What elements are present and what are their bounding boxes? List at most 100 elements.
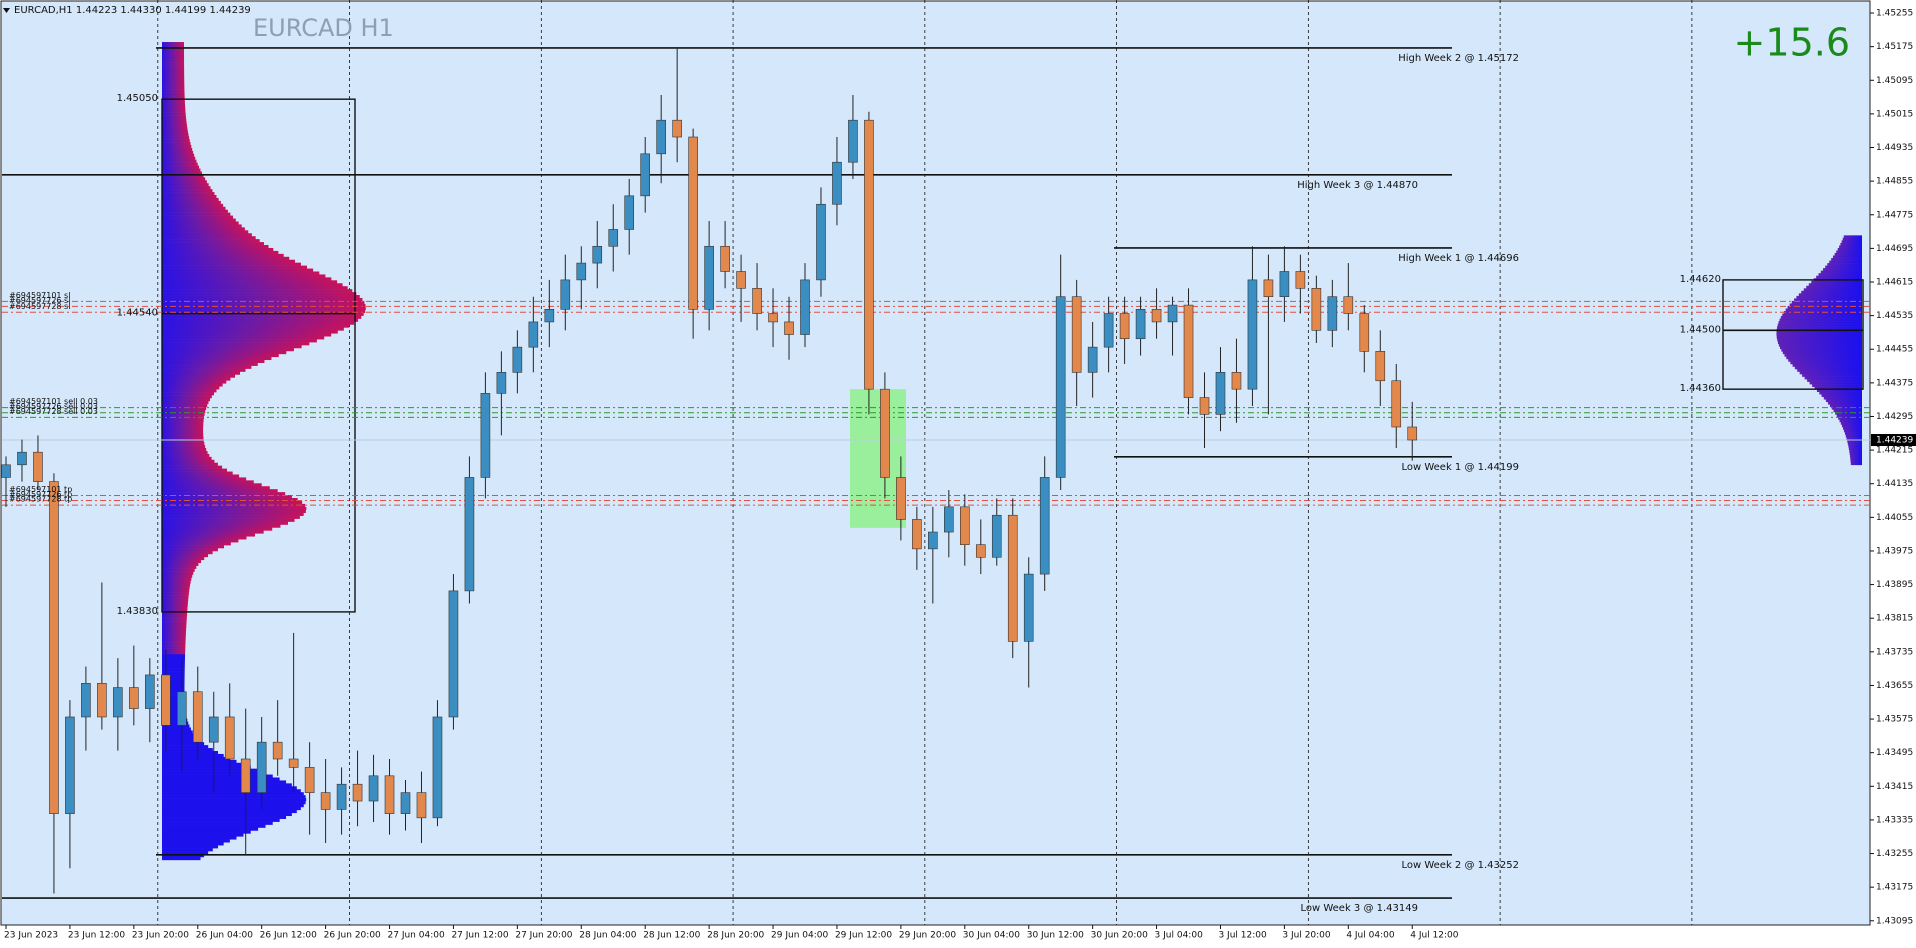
volume-profile-row	[162, 124, 188, 128]
candle-body	[512, 346, 523, 373]
order-label: #694597101 sell 0.03	[9, 397, 98, 406]
week-level-label: High Week 2 @ 1.45172	[1398, 53, 1519, 64]
volume-profile-row	[162, 777, 280, 781]
marks-layer	[1, 47, 1870, 899]
volume-profile-row	[162, 359, 265, 363]
volume-profile-row	[162, 795, 306, 799]
candle-body	[720, 245, 730, 272]
value-area-label: 1.44540	[117, 308, 158, 319]
current-price-label: 1.44239	[1876, 436, 1913, 446]
candle-body	[432, 716, 443, 819]
volume-profile-row	[162, 706, 186, 711]
volume-profile-row	[162, 459, 215, 464]
volume-profile-row	[1812, 384, 1862, 387]
volume-profile-row	[1808, 283, 1862, 287]
candle-body	[784, 321, 794, 335]
candle-body	[81, 683, 91, 718]
volume-profile-row	[162, 253, 284, 258]
volume-profile-row	[1839, 419, 1862, 423]
volume-profile-row	[162, 798, 307, 802]
week-level-label: High Week 3 @ 1.44870	[1297, 180, 1418, 191]
volume-profile-row	[162, 56, 185, 60]
candle-body	[752, 288, 762, 314]
volume-profile-row	[162, 762, 244, 767]
volume-profile-row	[1782, 351, 1862, 355]
candle-body	[912, 519, 922, 550]
order-label: #694597726 sell 0.03	[9, 402, 98, 411]
candle-body	[224, 716, 235, 760]
volume-profile-row	[162, 133, 189, 137]
volume-profile-row	[162, 233, 252, 237]
chart-title: EURCAD H1	[253, 14, 394, 42]
volume-profile-row	[162, 127, 188, 131]
candle-body	[1183, 304, 1194, 398]
volume-profile-row	[1814, 386, 1862, 390]
volume-profile-row	[162, 689, 185, 693]
volume-profile-row	[162, 809, 297, 814]
y-tick-label: 1.43815	[1876, 614, 1913, 624]
volume-profile-row	[1837, 247, 1862, 251]
volume-profile-row	[1848, 447, 1862, 450]
volume-profile-row	[1819, 391, 1862, 395]
x-tick-label: 26 Jun 04:00	[196, 931, 253, 941]
volume-profile-row	[1804, 376, 1862, 380]
y-tick-label: 1.45175	[1876, 42, 1913, 52]
volume-profile-row	[162, 297, 363, 302]
volume-profile-row	[1787, 305, 1862, 309]
volume-profile-row	[162, 109, 186, 113]
candle-body	[1375, 351, 1386, 382]
volume-profile-row	[162, 748, 213, 752]
candle-body	[592, 245, 603, 264]
volume-profile-row	[1796, 295, 1862, 299]
volume-profile-row	[1820, 270, 1862, 274]
candle-body	[1087, 346, 1098, 373]
volume-profile-row	[162, 550, 213, 555]
candle-body	[1135, 309, 1146, 340]
volume-profile-row	[1776, 331, 1862, 334]
candle-body	[464, 477, 475, 592]
candle-body	[1263, 279, 1274, 298]
volume-profile-row	[162, 642, 186, 646]
candle-body	[656, 119, 666, 155]
volume-profile-row	[162, 483, 262, 487]
volume-profile-row	[162, 509, 306, 514]
volume-profile-row	[1844, 429, 1862, 433]
volume-profile-row	[1850, 459, 1862, 463]
order-label: #694597101 tp	[9, 485, 72, 494]
candle-body	[496, 372, 507, 394]
volume-profile-row	[1777, 341, 1862, 345]
volume-profile-row	[162, 636, 186, 640]
volume-profile-row	[1790, 361, 1862, 365]
candle-body	[1327, 296, 1338, 331]
volume-profile-row	[162, 427, 204, 431]
volume-profile-row	[162, 197, 219, 202]
volume-profile-row	[162, 430, 204, 434]
volume-profile-row	[162, 650, 186, 655]
volume-profile-row	[162, 68, 185, 72]
value-area-label: 1.44360	[1680, 383, 1721, 394]
volume-profile-row	[162, 759, 237, 764]
volume-profile-row	[162, 209, 228, 213]
volume-profile-row	[1831, 258, 1862, 261]
volume-profile-row	[162, 480, 254, 484]
volume-profile-row	[162, 612, 188, 616]
volume-profile-row	[162, 765, 251, 769]
volume-profile-row	[162, 801, 306, 805]
volume-profile-row	[162, 168, 201, 172]
volume-profile-row	[162, 265, 307, 269]
volume-profile-row	[162, 400, 209, 405]
volume-profile-row	[162, 571, 194, 575]
x-tick-label: 30 Jun 04:00	[963, 931, 1020, 941]
x-tick-label: 28 Jun 20:00	[707, 931, 764, 941]
candle-body	[624, 195, 635, 230]
volume-profile-row	[162, 745, 209, 749]
volume-profile-row	[1779, 346, 1862, 350]
volume-profile-row	[162, 539, 239, 543]
volume-profile-row	[162, 165, 200, 169]
volume-profile-row	[162, 792, 304, 796]
volume-profile-row	[162, 589, 190, 593]
volume-profile-row	[1845, 434, 1862, 438]
volume-profile-row	[162, 733, 195, 737]
y-tick-label: 1.43655	[1876, 681, 1913, 691]
volume-profile-row	[1799, 371, 1862, 375]
